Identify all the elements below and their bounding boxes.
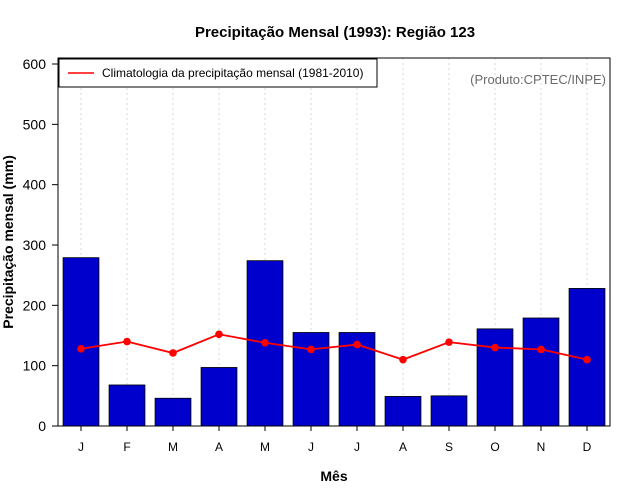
x-tick-label: M bbox=[168, 440, 178, 454]
x-tick-label: N bbox=[537, 440, 546, 454]
bar bbox=[200, 367, 238, 427]
y-tick-label: 200 bbox=[23, 297, 47, 313]
climatology-series bbox=[77, 330, 591, 364]
bar-series bbox=[62, 257, 606, 427]
climatology-point bbox=[445, 338, 453, 346]
climatology-point bbox=[77, 344, 85, 353]
y-tick-label: 600 bbox=[23, 56, 47, 72]
climatology-line bbox=[80, 333, 588, 361]
legend-box bbox=[58, 58, 378, 88]
climatology-point bbox=[307, 345, 315, 354]
x-tick-label: J bbox=[354, 440, 360, 454]
x-tick-label: F bbox=[123, 440, 130, 454]
bar bbox=[430, 395, 468, 427]
x-tick-label: J bbox=[308, 440, 314, 454]
y-axis: 0 100 200 300 400 500 600 bbox=[23, 56, 58, 434]
bar bbox=[154, 397, 192, 427]
climatology-point bbox=[169, 349, 177, 357]
bar bbox=[62, 257, 100, 427]
legend-label: Climatologia da precipitação mensal (198… bbox=[102, 66, 363, 80]
x-tick-label: D bbox=[583, 440, 592, 454]
climatology-point bbox=[215, 330, 223, 339]
y-tick-label: 400 bbox=[23, 177, 47, 193]
plot-frame bbox=[57, 57, 611, 427]
legend: Climatologia da precipitação mensal (198… bbox=[58, 58, 378, 88]
y-axis-label: Precipitação mensal (mm) bbox=[0, 155, 16, 329]
bar bbox=[476, 328, 514, 427]
x-tick-label: A bbox=[215, 440, 223, 454]
climatology-point bbox=[537, 345, 545, 354]
x-tick-label: S bbox=[445, 440, 453, 454]
x-tick-label: M bbox=[260, 440, 270, 454]
y-tick-label: 0 bbox=[38, 418, 46, 434]
climatology-point bbox=[261, 338, 269, 347]
climatology-point bbox=[583, 355, 591, 364]
x-axis-label: Mês bbox=[320, 468, 347, 484]
climatology-point bbox=[353, 340, 361, 349]
x-tick-label: O bbox=[490, 440, 499, 454]
climatology-point bbox=[123, 337, 131, 346]
credit-annotation: (Produto:CPTEC/INPE) bbox=[470, 72, 606, 87]
bar bbox=[522, 317, 560, 427]
x-tick-label: J bbox=[78, 440, 84, 454]
y-tick-label: 100 bbox=[23, 358, 47, 374]
y-tick-label: 500 bbox=[23, 116, 47, 132]
chart-title: Precipitação Mensal (1993): Região 123 bbox=[195, 24, 475, 41]
bar bbox=[384, 396, 422, 427]
y-tick-label: 300 bbox=[23, 237, 47, 253]
climatology-point bbox=[399, 355, 407, 364]
x-tick-label: A bbox=[399, 440, 407, 454]
climatology-point bbox=[491, 343, 499, 352]
bar bbox=[108, 384, 146, 427]
